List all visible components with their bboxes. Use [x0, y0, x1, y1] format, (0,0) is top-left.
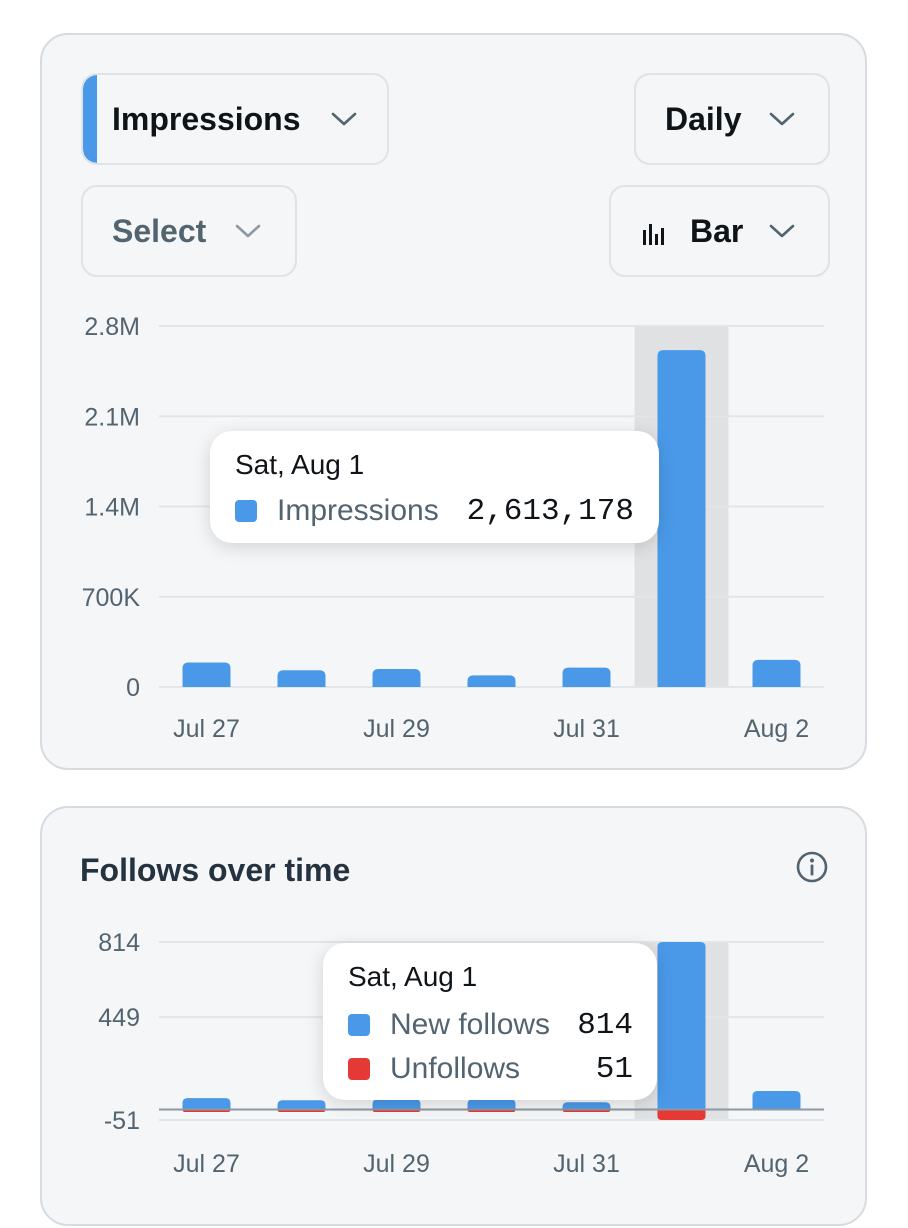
follows-card: Follows over time 814 449 -51 Jul 27 Jul 29 J… [40, 806, 867, 1226]
impressions-bar [182, 662, 231, 687]
y-tick-label: 814 [98, 929, 140, 957]
impressions-card: Impressions Daily Select Bar 2.8M 2.1M 1.4… [40, 33, 867, 770]
y-tick-label: 449 [98, 1004, 140, 1032]
x-tick-label: Jul 29 [363, 715, 430, 743]
impressions-bar [372, 668, 421, 687]
new-follows-bar [657, 942, 706, 1110]
chart-type-dropdown[interactable]: Bar [609, 185, 830, 277]
metric-color-indicator [83, 75, 97, 163]
x-tick-label: Jul 27 [173, 1150, 240, 1178]
new-follows-swatch [348, 1014, 370, 1036]
impressions-bar [562, 667, 611, 687]
y-tick-label: 700K [82, 584, 141, 612]
y-tick-label: 2.1M [84, 403, 140, 431]
x-tick-label: Jul 27 [173, 715, 240, 743]
impressions-bar [657, 350, 706, 687]
x-tick-label: Jul 31 [553, 1150, 620, 1178]
metric-dropdown[interactable]: Impressions [81, 73, 389, 165]
chevron-down-icon [331, 112, 357, 126]
bar-chart-icon [643, 224, 664, 245]
tooltip-row-new-follows: New follows 814 [348, 1007, 633, 1043]
impressions-tooltip: Sat, Aug 1 Impressions 2,613,178 [210, 431, 659, 543]
new-follows-bar [182, 1098, 231, 1110]
impressions-bar [752, 659, 801, 687]
y-tick-label: 1.4M [84, 494, 140, 522]
tooltip-series-label: Unfollows [390, 1052, 521, 1085]
follows-tooltip: Sat, Aug 1 New follows 814 Unfollows 51 [323, 943, 657, 1100]
interval-dropdown[interactable]: Daily [634, 73, 830, 165]
chevron-down-icon [769, 224, 795, 238]
y-tick-label: 0 [126, 674, 140, 702]
chevron-down-icon [769, 112, 795, 126]
impressions-swatch [235, 500, 257, 522]
x-tick-label: Aug 2 [744, 715, 809, 743]
chevron-down-icon [235, 224, 261, 238]
new-follows-bar [467, 1099, 516, 1110]
tooltip-series-label: Impressions [277, 494, 439, 527]
x-tick-label: Aug 2 [744, 1150, 809, 1178]
x-tick-label: Jul 29 [363, 1150, 430, 1178]
tooltip-row-impressions: Impressions 2,613,178 [235, 493, 634, 529]
metric-dropdown-label: Impressions [112, 100, 301, 137]
new-follows-bar [562, 1102, 611, 1110]
new-follows-bar [372, 1099, 421, 1110]
new-follows-bar [752, 1090, 801, 1110]
compare-select-label: Select [112, 212, 207, 249]
tooltip-date: Sat, Aug 1 [348, 961, 478, 992]
impressions-bar [277, 670, 326, 687]
tooltip-series-value: 51 [595, 1051, 633, 1087]
impressions-bar [467, 675, 516, 687]
unfollows-swatch [348, 1058, 370, 1080]
y-tick-label: 2.8M [84, 313, 140, 341]
tooltip-row-unfollows: Unfollows 51 [348, 1051, 633, 1087]
tooltip-date: Sat, Aug 1 [235, 449, 365, 480]
new-follows-bar [277, 1100, 326, 1110]
info-icon[interactable] [795, 850, 829, 884]
x-tick-label: Jul 31 [553, 715, 620, 743]
tooltip-series-value: 814 [577, 1007, 633, 1043]
unfollows-bar [657, 1109, 706, 1120]
follows-card-title: Follows over time [80, 852, 351, 888]
tooltip-series-label: New follows [390, 1008, 551, 1041]
compare-select-dropdown[interactable]: Select [81, 185, 297, 277]
y-tick-label: -51 [104, 1107, 140, 1135]
chart-type-label: Bar [690, 212, 744, 249]
interval-dropdown-label: Daily [665, 100, 742, 137]
tooltip-series-value: 2,613,178 [466, 493, 634, 529]
impressions-bar-chart: 2.8M 2.1M 1.4M 700K 0 Jul 27 Jul 29 Jul 31 Aug 2 [82, 313, 824, 743]
